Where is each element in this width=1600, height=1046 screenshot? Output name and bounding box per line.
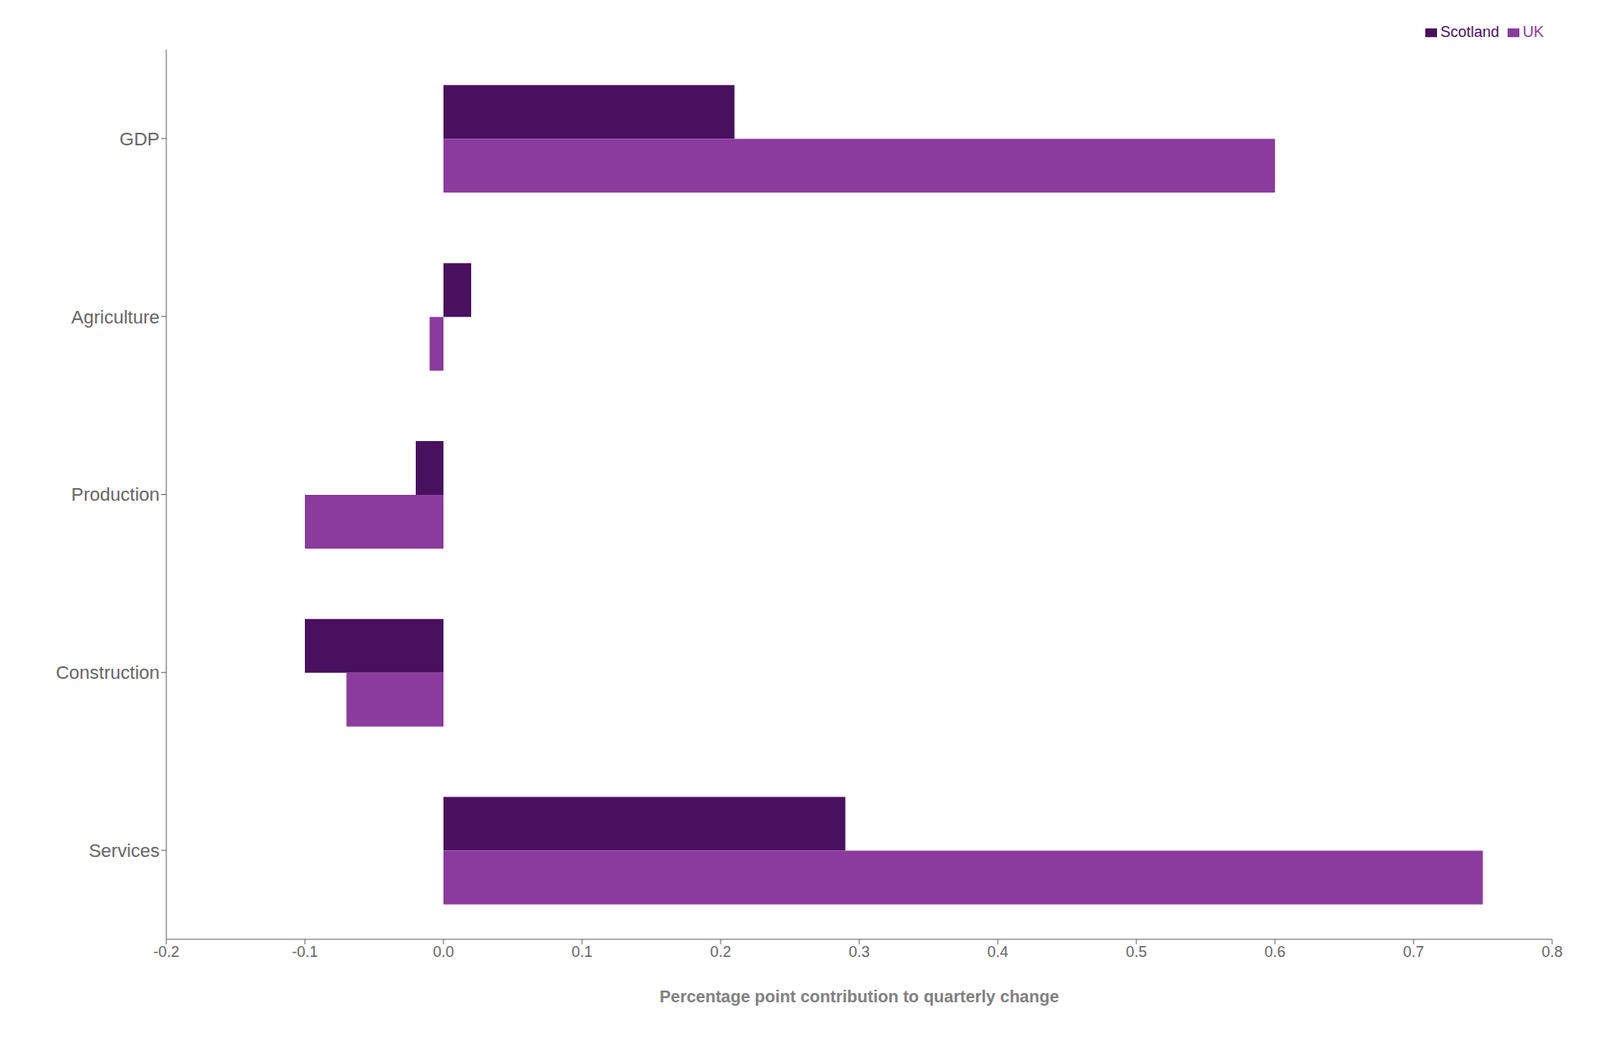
svg-text:0.2: 0.2 — [709, 943, 731, 960]
svg-text:Agriculture: Agriculture — [71, 306, 160, 328]
svg-text:0.4: 0.4 — [986, 943, 1008, 960]
svg-text:GDP: GDP — [119, 128, 160, 150]
html-text:UK: UK — [1522, 23, 1544, 41]
svg-text:-0.2: -0.2 — [152, 943, 179, 960]
svg-text:0.1: 0.1 — [571, 943, 593, 960]
svg-text:-0.1: -0.1 — [291, 943, 318, 960]
svg-text:0.3: 0.3 — [848, 943, 870, 960]
svg-text:0.5: 0.5 — [1125, 943, 1147, 960]
svg-text:Percentage point contribution: Percentage point contribution to quarter… — [659, 986, 1060, 1006]
svg-text:0.7: 0.7 — [1402, 943, 1424, 960]
svg-text:0.8: 0.8 — [1541, 943, 1563, 960]
svg-text:Services: Services — [89, 839, 160, 861]
html-text:Scotland: Scotland — [1440, 23, 1500, 41]
svg-text:Construction: Construction — [55, 661, 160, 683]
svg-text:0.0: 0.0 — [432, 943, 454, 960]
svg-text:0.6: 0.6 — [1264, 943, 1286, 960]
svg-text:Production: Production — [71, 483, 160, 505]
